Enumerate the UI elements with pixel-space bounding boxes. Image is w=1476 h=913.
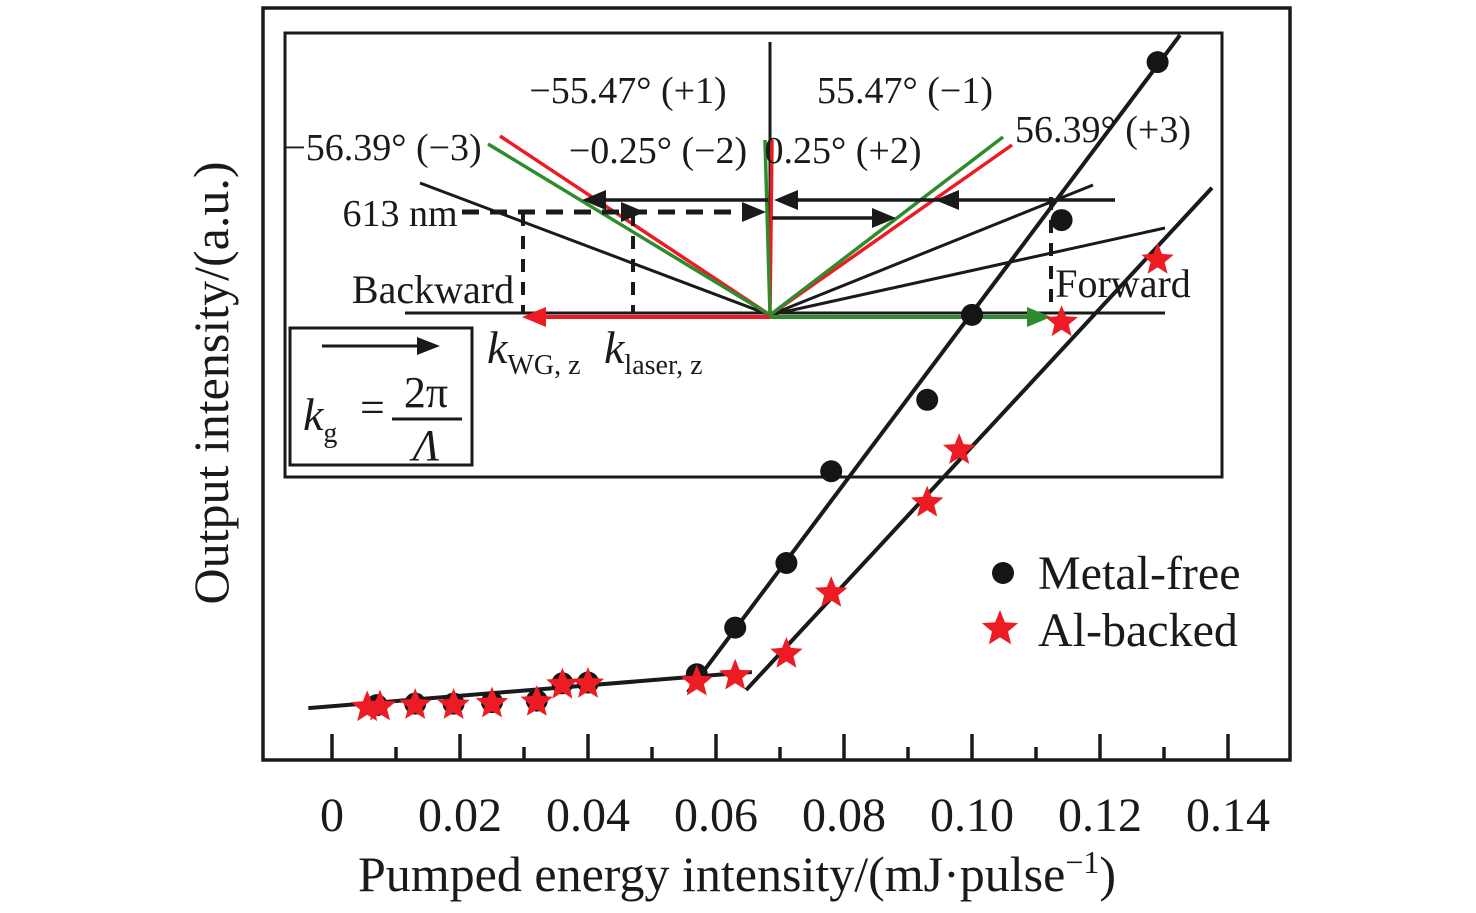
data-point-al-backed	[363, 689, 397, 721]
legend: Metal-free Al-backed	[981, 547, 1241, 657]
inset-kwg-arrowhead	[582, 190, 606, 210]
data-point-al-backed	[680, 664, 713, 696]
x-tick-label: 0.14	[1186, 789, 1270, 842]
data-point-al-backed	[571, 667, 605, 698]
inset-border	[283, 31, 1224, 479]
formula-vector-arrowhead	[417, 337, 440, 355]
plot-frame	[261, 6, 1292, 762]
inset-forward-arrowhead	[1027, 307, 1051, 327]
fit-line	[744, 186, 1214, 692]
k-wg-sub: WG, z	[507, 350, 580, 381]
data-point-al-backed	[770, 637, 803, 668]
formula-equals: =	[360, 383, 385, 432]
data-point-al-backed	[437, 688, 470, 719]
legend-markers	[981, 562, 1019, 645]
data-point-al-backed	[1045, 305, 1078, 337]
legend-label-al-backed: Al-backed	[1038, 604, 1238, 657]
data-point-al-backed	[475, 686, 509, 718]
angle-label-minus3: −56.39° (−3)	[284, 127, 481, 169]
k-wg-label: kWG, z	[487, 322, 581, 381]
data-point-al-backed	[546, 667, 579, 699]
legend-label-metal-free: Metal-free	[1038, 547, 1241, 600]
angle-label-minus1: 55.47° (−1)	[817, 70, 993, 112]
data-point-metal-free	[1146, 51, 1169, 74]
x-tick-label: 0.12	[1058, 789, 1142, 842]
x-tick-label: 0.04	[546, 789, 630, 842]
x-tick-label: 0.08	[802, 789, 886, 842]
x-tick-label: 0	[320, 789, 344, 842]
angle-label-plus1: −55.47° (+1)	[529, 70, 726, 112]
data-point-al-backed	[943, 433, 976, 464]
data-point-metal-free	[961, 303, 983, 326]
formula-k: k	[303, 389, 325, 440]
x-axis-title-main: Pumped energy intensity/(mJ·pulse	[358, 846, 1065, 902]
formula-numerator: 2π	[404, 368, 448, 417]
data-point-metal-free	[916, 388, 939, 411]
inset-klaser-arrowhead	[774, 190, 798, 210]
legend-star-icon	[981, 610, 1019, 645]
fit-line	[686, 33, 1182, 694]
data-point-metal-free	[775, 551, 798, 574]
inset-dashed-arrowhead-2	[742, 202, 766, 222]
inset-backward-arrowhead	[522, 307, 546, 327]
inset-right-short-arrowhead	[872, 208, 896, 228]
x-axis-title-sup: −1	[1065, 844, 1099, 880]
grating-formula-box: kg = 2π Λ	[288, 326, 474, 470]
inset-dashed-arrowhead-1	[621, 202, 645, 222]
data-point-metal-free	[724, 616, 747, 639]
x-axis-title-close: )	[1099, 846, 1116, 902]
data-point-metal-free	[820, 460, 843, 483]
inset-green-beam-upleft	[487, 142, 771, 317]
inset-beam-incident-613nm	[419, 181, 771, 317]
formula-border	[288, 326, 474, 467]
inset-green-beam-vertical	[763, 139, 772, 316]
formula-denominator: Λ	[409, 421, 440, 470]
data-point-al-backed	[815, 576, 848, 607]
x-tick-label: 0.02	[418, 789, 502, 842]
k-laser-sub: laser, z	[624, 350, 702, 381]
k-laser-base: k	[604, 322, 626, 373]
inset-diffraction-diagram: −55.47° (+1) 55.47° (−1) −56.39° (−3) −0…	[283, 31, 1224, 479]
wavelength-label: 613 nm	[342, 193, 457, 235]
x-tick-label: 0.10	[930, 789, 1014, 842]
y-axis-title: Output intensity/(a.u.)	[183, 162, 239, 605]
data-point-al-backed	[719, 658, 752, 690]
data-point-al-backed	[399, 688, 432, 719]
inset-beam-plus3	[769, 183, 1094, 317]
x-tick-label: 0.06	[674, 789, 758, 842]
k-wg-base: k	[487, 322, 509, 373]
angle-label-plus3: 56.39° (+3)	[1015, 109, 1191, 151]
data-point-al-backed	[1141, 242, 1174, 274]
formula-lhs: kg	[303, 389, 337, 449]
formula-k-sub: g	[323, 418, 337, 449]
inset-red-beam-upright	[768, 143, 1014, 317]
inset-beam-forward-shallow	[769, 226, 1166, 317]
data-point-metal-free	[1050, 209, 1073, 232]
angle-label-plus2: 0.25° (+2)	[765, 130, 922, 172]
inset-kg-mid-arrowhead	[935, 190, 959, 210]
data-points	[351, 51, 1174, 722]
inset-green-beam-upright	[768, 135, 1005, 317]
angle-label-minus2: −0.25° (−2)	[569, 130, 747, 172]
data-point-al-backed	[911, 485, 944, 517]
x-axis-title: Pumped energy intensity/(mJ·pulse−1)	[358, 844, 1116, 902]
data-point-al-backed	[520, 685, 553, 716]
x-axis-ticks: 0 0.02 0.04 0.06 0.08 0.10 0.12 0.14	[320, 734, 1270, 842]
backward-label: Backward	[352, 267, 514, 312]
k-laser-label: klaser, z	[604, 322, 703, 381]
legend-circle-icon	[992, 562, 1014, 584]
data-point-al-backed	[351, 690, 384, 722]
